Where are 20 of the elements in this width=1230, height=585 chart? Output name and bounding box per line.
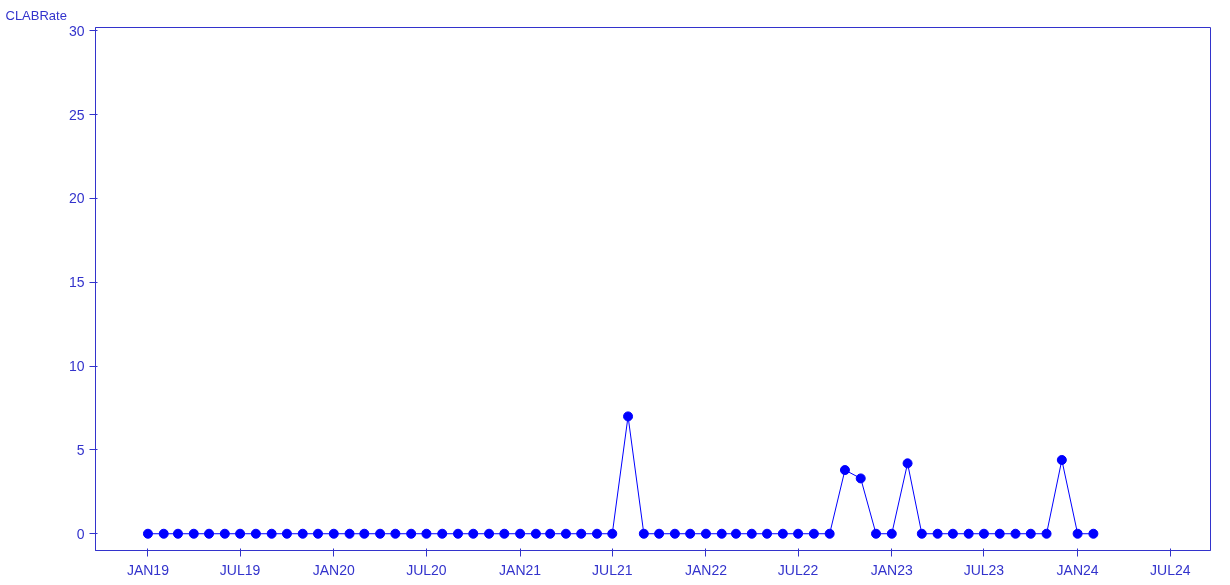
x-tick-label: JAN19 (126, 561, 170, 578)
x-tick-label: JAN24 (1056, 561, 1099, 578)
x-tick-label: JUL21 (592, 561, 633, 578)
x-tick-label: JUL19 (219, 561, 261, 578)
x-tick-label: JUL20 (406, 561, 447, 578)
y-tick-label: 0 (76, 525, 85, 542)
x-tick-label: JAN20 (312, 561, 355, 578)
x-tick-label: JAN22 (684, 561, 728, 578)
x-tick-label: JUL23 (963, 561, 1005, 578)
x-tick-label: JAN21 (499, 561, 542, 578)
y-tick-label: 10 (68, 358, 85, 375)
y-tick-label: 30 (68, 22, 85, 39)
x-tick-label: JAN23 (870, 561, 914, 578)
x-tick-label: JUL22 (777, 561, 819, 578)
y-tick-label: 20 (68, 190, 85, 207)
y-tick-label: 15 (68, 274, 85, 291)
y-tick-label: 5 (76, 441, 85, 458)
y-tick-label: 25 (68, 106, 85, 123)
x-tick-label: JUL24 (1150, 561, 1191, 578)
y-axis-title: CLABRate (5, 7, 67, 23)
